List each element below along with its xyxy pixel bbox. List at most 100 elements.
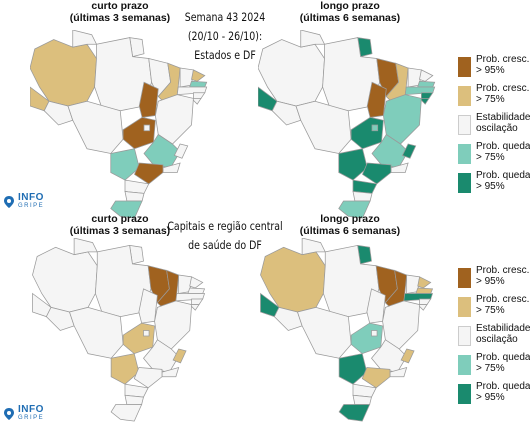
legend-label: Prob. queda [476, 170, 530, 181]
state-rn [419, 69, 434, 82]
legend-label: > 75% [476, 152, 505, 163]
legend-swatch [458, 384, 471, 404]
state-go [350, 116, 384, 150]
state-to [366, 81, 387, 118]
state-rr [300, 30, 326, 48]
state-to [138, 81, 159, 118]
state-ms [338, 148, 368, 181]
legend-label: Prob. queda [476, 381, 530, 392]
legend-label: Prob. cresc. [476, 265, 530, 276]
state-sc [352, 191, 373, 202]
legend-item: Estabilidade./oscilação [458, 323, 530, 350]
state-sp [133, 367, 163, 389]
state-al [193, 92, 206, 99]
logo-sub: GRIPE [18, 203, 45, 209]
header-line2: (últimas 3 semanas) [69, 12, 171, 24]
state-al [421, 92, 434, 99]
state-ba [382, 300, 420, 350]
state-mg [371, 339, 408, 373]
state-sc [124, 394, 144, 405]
state-ms [110, 353, 140, 385]
legend-top: Prob. cresc. > 95% Prob. cresc. > 75% Esta… [458, 54, 530, 199]
state-rs [110, 200, 143, 219]
legend-label: Estabilidade./ [476, 112, 530, 123]
state-ro [271, 100, 302, 126]
state-se [418, 98, 430, 105]
legend-swatch [458, 115, 471, 135]
legend-swatch [458, 173, 471, 193]
state-rs [110, 404, 143, 422]
infogripe-logo: INFO GRIPE [2, 193, 44, 211]
state-df [143, 330, 150, 337]
legend-label: > 95% [476, 392, 505, 403]
header-line2: (últimas 6 semanas) [299, 225, 401, 237]
logo-sub: GRIPE [18, 415, 45, 421]
state-ba [155, 94, 194, 145]
state-df [371, 124, 379, 132]
state-al [419, 298, 432, 305]
legend-label: Prob. cresc. [476, 83, 530, 94]
state-mt [69, 306, 124, 359]
state-am [32, 246, 98, 313]
title-line1: Capitais e região central [167, 219, 283, 233]
state-mg [371, 133, 409, 169]
state-es [172, 348, 187, 364]
legend-item: Prob. queda > 95% [458, 381, 530, 408]
title-line3: Estados e DF [194, 48, 256, 62]
state-ms [110, 148, 140, 181]
state-pr [352, 383, 377, 398]
legend-swatch [458, 144, 471, 164]
state-ba [383, 94, 422, 145]
state-pb [417, 80, 436, 88]
state-es [173, 143, 189, 159]
state-es [401, 143, 417, 159]
header-line1: longo prazo [320, 0, 380, 12]
top-title: Semana 43 2024 (20/10 - 26/10): Estados … [172, 8, 279, 65]
infogripe-logo: INFO GRIPE [2, 405, 44, 423]
state-rs [338, 404, 371, 422]
location-pin-icon [4, 196, 14, 208]
state-sc [124, 191, 145, 202]
title-line2: (20/10 - 26/10): [187, 29, 263, 43]
state-rn [191, 69, 206, 82]
state-sc [352, 394, 372, 405]
legend-item: Prob. cresc. > 75% [458, 83, 530, 110]
header-line2: (últimas 6 semanas) [299, 12, 401, 24]
legend-label: oscilação [476, 123, 518, 134]
legend-label: > 75% [476, 363, 505, 374]
legend-label: oscilação [476, 334, 518, 345]
legend-bottom: Prob. cresc. > 95% Prob. cresc. > 75% Esta… [458, 265, 530, 410]
state-rr [301, 238, 326, 256]
state-sp [362, 162, 392, 185]
state-mg [143, 339, 180, 373]
state-es [400, 348, 415, 364]
legend-item: Prob. queda > 75% [458, 141, 530, 168]
state-rr [72, 30, 98, 48]
legend-item: Prob. cresc. > 95% [458, 265, 530, 292]
map-bottom-left [32, 238, 206, 422]
state-ms [338, 353, 368, 385]
state-rs [338, 200, 371, 219]
state-rn [417, 276, 432, 289]
state-se [416, 304, 428, 311]
header-line1: curto prazo [91, 213, 149, 225]
bottom-right-header: longo prazo (últimas 6 semanas) [285, 213, 415, 237]
header-line2: (últimas 3 semanas) [69, 225, 171, 237]
state-df [143, 124, 151, 132]
legend-label: > 75% [476, 94, 505, 105]
state-ro [273, 306, 303, 331]
legend-swatch [458, 57, 471, 77]
state-rn [189, 276, 204, 289]
header-line1: curto prazo [91, 0, 149, 12]
legend-label: > 75% [476, 305, 505, 316]
state-ba [154, 300, 192, 350]
legend-swatch [458, 86, 471, 106]
logo-main: INFO [18, 404, 44, 415]
state-pb [415, 287, 434, 294]
state-am [260, 246, 326, 313]
legend-item: Prob. queda > 75% [458, 352, 530, 379]
state-to [366, 288, 386, 324]
title-line2: de saúde do DF [188, 238, 262, 252]
state-go [122, 322, 155, 355]
state-al [191, 298, 204, 305]
